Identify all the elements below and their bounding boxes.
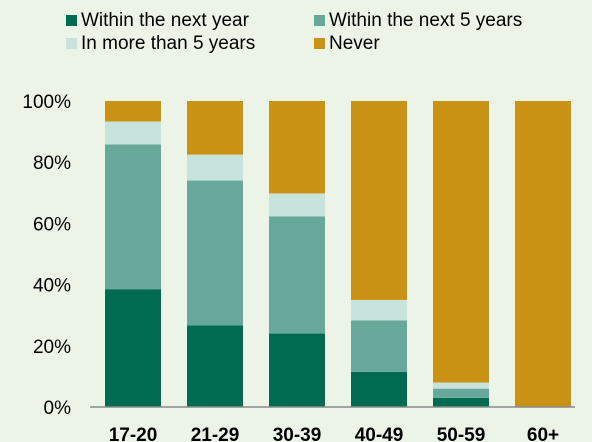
- bar-segment-within-the-next-year: [351, 371, 407, 407]
- x-tick-label: 60+: [527, 425, 559, 442]
- legend-item-within-the-next-year: Within the next year: [66, 10, 250, 31]
- bar-segment-within-the-next-year: [105, 289, 161, 407]
- bar-segment-in-more-than-5-years: [351, 299, 407, 321]
- y-axis-ticks: 0% 20% 40% 60% 80% 100%: [22, 92, 71, 419]
- bar-segment-within-the-next-5-years: [105, 144, 161, 290]
- legend-label-within-the-next-year: Within the next year: [81, 10, 250, 31]
- x-axis-ticks: 17-20 21-29 30-39 40-49 50-59 60+: [109, 425, 559, 442]
- bar-segment-in-more-than-5-years: [105, 121, 161, 145]
- bar-segment-in-more-than-5-years: [187, 154, 243, 181]
- bar-stack-17-20: [105, 101, 161, 407]
- bar-segment-never: [269, 101, 325, 194]
- bar-stack-60: [515, 101, 571, 407]
- y-tick-label: 100%: [22, 92, 71, 113]
- y-tick-label: 40%: [33, 276, 71, 297]
- legend-item-within-the-next-5-years: Within the next 5 years: [314, 10, 522, 31]
- bar-segment-never: [515, 101, 571, 407]
- bar-segment-never: [187, 101, 243, 155]
- bars: [105, 101, 571, 407]
- x-tick-label: 30-39: [273, 425, 322, 442]
- y-tick-label: 0%: [44, 398, 72, 419]
- bar-segment-within-the-next-year: [433, 397, 489, 407]
- bar-segment-in-more-than-5-years: [433, 382, 489, 389]
- bar-segment-within-the-next-year: [269, 333, 325, 407]
- x-tick-label: 21-29: [191, 425, 240, 442]
- bar-segment-within-the-next-5-years: [351, 320, 407, 372]
- bar-segment-within-the-next-5-years: [269, 216, 325, 334]
- bar-segment-in-more-than-5-years: [269, 193, 325, 217]
- legend-swatch-within-the-next-5-years: [314, 15, 325, 26]
- x-tick-label: 17-20: [109, 425, 158, 442]
- bar-segment-within-the-next-year: [187, 325, 243, 407]
- legend-label-within-the-next-5-years: Within the next 5 years: [329, 10, 522, 31]
- bar-segment-never: [351, 101, 407, 300]
- x-tick-label: 40-49: [355, 425, 404, 442]
- bar-stack-21-29: [187, 101, 243, 407]
- bar-segment-within-the-next-5-years: [433, 388, 489, 398]
- legend-label-in-more-than-5-years: In more than 5 years: [81, 33, 255, 54]
- y-tick-label: 20%: [33, 337, 71, 358]
- legend-item-never: Never: [314, 33, 380, 54]
- bar-stack-30-39: [269, 101, 325, 407]
- legend-swatch-within-the-next-year: [66, 15, 77, 26]
- bar-stack-50-59: [433, 101, 489, 407]
- legend-swatch-never: [314, 38, 325, 49]
- legend-item-in-more-than-5-years: In more than 5 years: [66, 33, 255, 54]
- bar-segment-never: [433, 101, 489, 383]
- legend-label-never: Never: [329, 33, 380, 54]
- legend: Within the next year Within the next 5 ye…: [66, 10, 522, 54]
- x-tick-label: 50-59: [437, 425, 486, 442]
- bar-segment-never: [105, 101, 161, 122]
- y-tick-label: 80%: [33, 153, 71, 174]
- y-tick-label: 60%: [33, 214, 71, 235]
- bar-segment-within-the-next-5-years: [187, 180, 243, 326]
- bar-stack-40-49: [351, 101, 407, 407]
- legend-swatch-in-more-than-5-years: [66, 38, 77, 49]
